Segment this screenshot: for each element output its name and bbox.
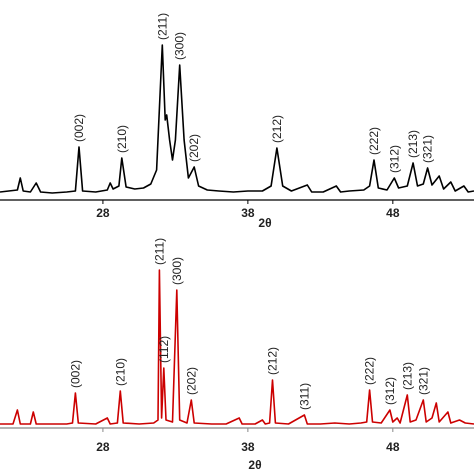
peak-label: (300) — [173, 32, 187, 60]
peak-label: (202) — [187, 134, 201, 162]
peak-label: (212) — [266, 347, 280, 375]
peak-label: (213) — [406, 130, 420, 158]
peak-label: (300) — [170, 257, 184, 285]
peak-label: (312) — [387, 145, 401, 173]
peak-label: (222) — [367, 127, 381, 155]
x-tick-label: 48 — [386, 440, 400, 454]
peak-label: (211) — [155, 13, 169, 40]
peak-label: (112) — [157, 336, 171, 363]
x-tick-label: 48 — [386, 206, 400, 220]
x-tick-label: 28 — [96, 440, 110, 454]
peak-label: (222) — [363, 357, 377, 385]
x-axis-label: 2θ — [248, 458, 261, 472]
x-tick-label: 28 — [96, 206, 110, 220]
peak-label: (211) — [152, 238, 166, 265]
peak-label: (002) — [72, 114, 86, 142]
peak-label: (212) — [270, 115, 284, 143]
peak-label: (213) — [400, 362, 414, 390]
pattern-line — [0, 44, 474, 194]
x-tick-label: 38 — [241, 440, 255, 454]
peak-label: (312) — [383, 377, 397, 405]
peak-label: (210) — [113, 358, 127, 386]
x-tick-label: 38 — [241, 206, 255, 220]
peak-label: (311) — [297, 383, 311, 410]
peak-label: (202) — [184, 367, 198, 395]
peak-label: (002) — [68, 360, 82, 388]
peak-label: (321) — [416, 367, 430, 395]
x-axis-label: 2θ — [258, 216, 271, 230]
peak-label: (210) — [115, 125, 129, 153]
pattern-line — [0, 269, 474, 425]
peak-label: (321) — [421, 135, 435, 163]
